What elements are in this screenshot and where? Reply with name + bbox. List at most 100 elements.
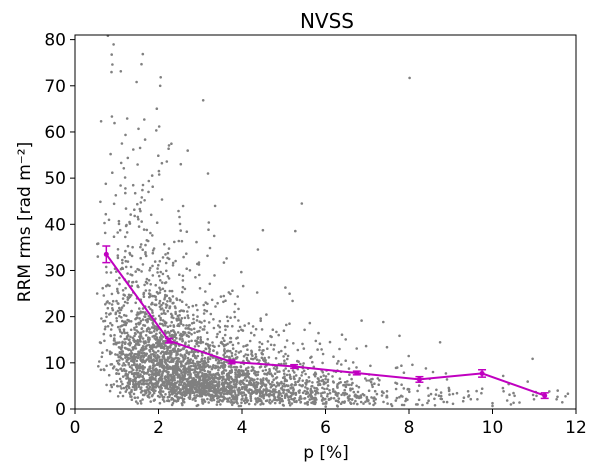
scatter-point — [146, 395, 150, 399]
scatter-point — [103, 339, 106, 343]
scatter-point — [153, 372, 157, 376]
scatter-point — [116, 309, 120, 313]
scatter-point — [194, 399, 197, 403]
scatter-point — [119, 384, 122, 388]
scatter-point — [282, 404, 286, 407]
scatter-point — [322, 374, 326, 377]
scatter-point — [103, 327, 107, 331]
scatter-point — [134, 376, 137, 380]
scatter-point — [138, 353, 141, 357]
scatter-point — [183, 316, 187, 320]
scatter-point — [212, 234, 216, 238]
scatter-point — [127, 319, 131, 323]
scatter-point — [138, 375, 142, 378]
scatter-point — [227, 377, 231, 381]
scatter-point — [411, 363, 414, 367]
scatter-point — [212, 349, 215, 353]
scatter-point — [207, 221, 211, 224]
scatter-point — [120, 344, 124, 347]
scatter-point — [347, 399, 350, 402]
scatter-point — [139, 399, 142, 403]
scatter-point — [192, 313, 195, 317]
scatter-point — [233, 378, 236, 382]
scatter-point — [175, 381, 178, 385]
scatter-point — [151, 311, 154, 314]
scatter-point — [373, 389, 377, 393]
scatter-point — [226, 325, 229, 328]
scatter-point — [101, 351, 104, 355]
scatter-point — [105, 383, 108, 387]
scatter-point — [129, 213, 132, 216]
scatter-point — [102, 294, 106, 297]
scatter-point — [234, 365, 238, 369]
scatter-point — [105, 364, 108, 368]
scatter-point — [106, 283, 109, 287]
scatter-point — [167, 144, 171, 147]
scatter-point — [373, 382, 376, 386]
x-tick-label: 6 — [320, 418, 331, 438]
scatter-point — [155, 107, 159, 110]
scatter-point — [162, 366, 165, 370]
scatter-point — [262, 358, 265, 362]
scatter-point — [364, 400, 367, 404]
scatter-point — [176, 331, 180, 334]
scatter-point — [130, 254, 134, 258]
scatter-point — [272, 348, 276, 351]
scatter-point — [369, 380, 373, 384]
scatter-point — [156, 372, 159, 376]
scatter-point — [302, 369, 306, 373]
scatter-point — [178, 383, 181, 386]
scatter-point — [346, 380, 349, 383]
scatter-point — [193, 386, 196, 390]
scatter-point — [265, 387, 268, 390]
scatter-point — [288, 404, 292, 407]
scatter-point — [189, 373, 192, 376]
scatter-point — [137, 350, 140, 354]
scatter-point — [158, 358, 162, 361]
scatter-point — [215, 388, 218, 391]
scatter-point — [142, 340, 145, 344]
scatter-point — [173, 365, 176, 369]
scatter-point — [140, 327, 143, 331]
scatter-point — [133, 334, 136, 338]
scatter-point — [198, 390, 202, 393]
scatter-point — [241, 397, 244, 400]
scatter-point — [176, 375, 180, 378]
scatter-point — [145, 385, 149, 389]
scatter-point — [158, 336, 162, 339]
scatter-point — [518, 401, 521, 404]
scatter-point — [130, 359, 133, 363]
scatter-point — [353, 394, 357, 398]
scatter-point — [195, 319, 199, 322]
scatter-point — [439, 391, 443, 394]
scatter-point — [272, 392, 276, 396]
scatter-point — [327, 372, 330, 376]
scatter-point — [317, 331, 320, 335]
scatter-point — [183, 378, 187, 381]
scatter-point — [348, 373, 351, 377]
scatter-point — [128, 253, 132, 256]
scatter-point — [260, 384, 264, 388]
scatter-point — [110, 292, 114, 296]
scatter-point — [185, 324, 188, 327]
scatter-point — [367, 389, 371, 393]
scatter-point — [300, 374, 303, 377]
scatter-point — [170, 314, 174, 317]
scatter-point — [157, 263, 160, 267]
scatter-point — [269, 386, 273, 389]
scatter-point — [130, 364, 134, 367]
scatter-point — [327, 398, 331, 402]
scatter-point — [158, 395, 161, 399]
scatter-point — [149, 231, 152, 235]
scatter-point — [276, 370, 279, 374]
scatter-point — [230, 351, 234, 355]
scatter-point — [386, 402, 389, 405]
scatter-point — [116, 395, 120, 398]
scatter-point — [107, 373, 111, 377]
scatter-point — [115, 380, 119, 383]
scatter-point — [169, 344, 172, 347]
scatter-point — [142, 377, 145, 381]
scatter-point — [302, 362, 305, 365]
scatter-point — [344, 359, 348, 363]
scatter-point — [139, 365, 142, 369]
